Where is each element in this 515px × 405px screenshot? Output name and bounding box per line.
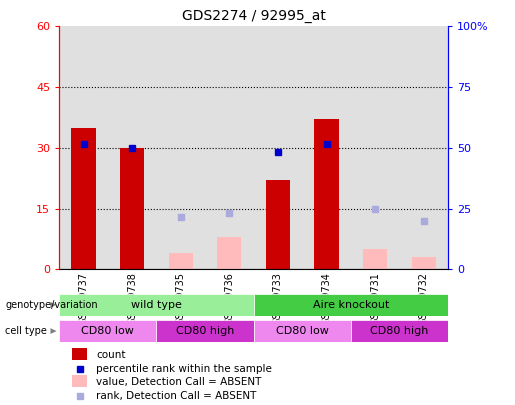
Title: GDS2274 / 92995_at: GDS2274 / 92995_at xyxy=(182,9,325,23)
Bar xyxy=(363,249,387,269)
Bar xyxy=(73,375,87,388)
Text: CD80 low: CD80 low xyxy=(81,326,134,336)
Bar xyxy=(411,257,436,269)
Bar xyxy=(253,320,351,342)
Bar xyxy=(314,119,339,269)
Polygon shape xyxy=(50,328,57,334)
Bar xyxy=(351,320,448,342)
Bar xyxy=(120,148,144,269)
Bar xyxy=(59,320,157,342)
Text: Aire knockout: Aire knockout xyxy=(313,300,389,310)
Text: cell type: cell type xyxy=(5,326,47,336)
Text: CD80 high: CD80 high xyxy=(370,326,428,336)
Text: count: count xyxy=(96,350,126,360)
Bar xyxy=(59,294,253,316)
Text: percentile rank within the sample: percentile rank within the sample xyxy=(96,364,272,374)
Polygon shape xyxy=(50,302,57,308)
Bar xyxy=(72,128,96,269)
Text: genotype/variation: genotype/variation xyxy=(5,300,98,310)
Bar xyxy=(73,348,87,360)
Bar xyxy=(157,320,253,342)
Bar xyxy=(253,294,448,316)
Text: CD80 high: CD80 high xyxy=(176,326,234,336)
Text: CD80 low: CD80 low xyxy=(276,326,329,336)
Bar xyxy=(168,253,193,269)
Text: value, Detection Call = ABSENT: value, Detection Call = ABSENT xyxy=(96,377,262,388)
Bar xyxy=(266,180,290,269)
Text: rank, Detection Call = ABSENT: rank, Detection Call = ABSENT xyxy=(96,391,256,401)
Text: wild type: wild type xyxy=(131,300,182,310)
Bar xyxy=(217,237,242,269)
